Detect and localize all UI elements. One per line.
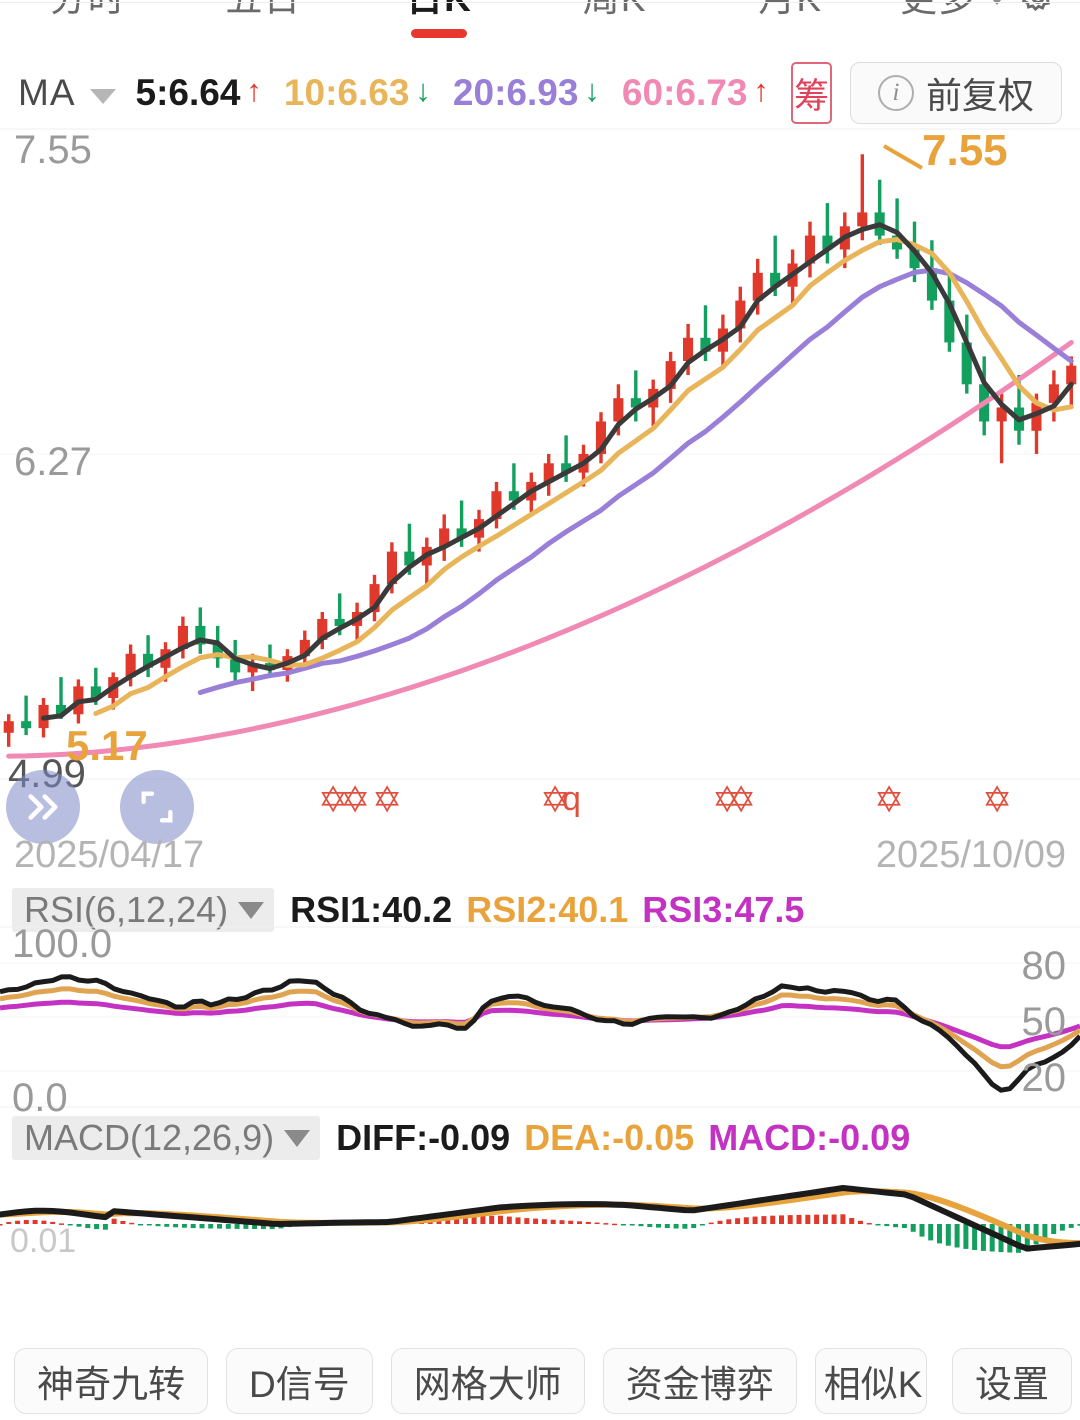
ma-indicator-row: MA 5:6.64 ↑ 10:6.63 ↓ 20:6.93 ↓ 60:6.73 … bbox=[0, 58, 1080, 128]
tab-weekly-k[interactable]: 周K bbox=[527, 0, 703, 40]
tab-label: 月K bbox=[758, 0, 822, 19]
active-tab-underline bbox=[411, 29, 468, 38]
signal-star-icon[interactable]: ✡ bbox=[726, 779, 757, 820]
tool-button-capital-game[interactable]: 资金博弈 bbox=[602, 1348, 797, 1414]
macd-svg bbox=[0, 1185, 1080, 1253]
rsi-svg bbox=[0, 926, 1080, 1108]
ma20-line bbox=[197, 267, 1074, 695]
signal-star-q-label: q bbox=[562, 780, 581, 818]
rsi-axis-top: 100.0 bbox=[12, 922, 113, 966]
tab-monthly-k[interactable]: 月K bbox=[702, 0, 878, 40]
signal-star-icon[interactable]: ✡ bbox=[982, 779, 1013, 820]
date-axis-row: 2025/04/17 2025/10/09 bbox=[0, 834, 1080, 882]
date-axis-start: 2025/04/17 bbox=[14, 834, 205, 876]
rsi-axis-bottom: 0.0 bbox=[12, 1076, 68, 1120]
ma5-arrow-icon: ↑ bbox=[246, 73, 262, 108]
macd-diff-line bbox=[0, 1185, 1080, 1252]
expand-left-button[interactable] bbox=[6, 770, 80, 844]
date-axis-end: 2025/10/09 bbox=[875, 834, 1066, 876]
bottom-toolbar: 神奇九转 D信号 网格大师 资金博弈 相似K 设置 bbox=[0, 1342, 1080, 1420]
tabbar-divider bbox=[0, 2, 1080, 3]
chevron-down-icon bbox=[284, 1129, 311, 1147]
info-icon: i bbox=[877, 75, 914, 111]
signal-star-icon[interactable]: ✡ bbox=[712, 779, 743, 820]
period-tab-bar: 分时 五日 日K 周K 月K 更多 bbox=[0, 0, 1080, 40]
fullscreen-icon bbox=[141, 791, 173, 823]
ma10-arrow-icon: ↓ bbox=[415, 73, 431, 108]
fullscreen-button[interactable] bbox=[120, 770, 194, 844]
high-annotation-leader bbox=[882, 144, 924, 170]
macd-dea-value: DEA:-0.05 bbox=[524, 1117, 695, 1158]
macd-diff-value: DIFF:-0.09 bbox=[336, 1117, 511, 1158]
chip-distribution-button[interactable]: 筹 bbox=[790, 62, 832, 124]
rsi-chart[interactable] bbox=[0, 926, 1080, 1108]
ma5-line bbox=[41, 222, 1074, 721]
macd-macd-value: MACD:-0.09 bbox=[708, 1117, 911, 1158]
adjust-mode-label: 前复权 bbox=[925, 75, 1034, 116]
signal-star-icon[interactable]: ✡ bbox=[874, 779, 905, 820]
tab-more[interactable]: 更多 bbox=[878, 0, 1080, 40]
rsi-indicator-selector[interactable]: RSI(6,12,24) bbox=[12, 888, 275, 932]
macd-selector-label: MACD(12,26,9) bbox=[24, 1117, 275, 1158]
rsi-tick-50: 50 bbox=[1021, 1000, 1067, 1044]
ma-label: MA bbox=[18, 72, 76, 113]
tab-label: 日K bbox=[406, 0, 472, 19]
ma60-line bbox=[6, 340, 1074, 759]
rsi3-line bbox=[0, 999, 1080, 1050]
rsi3-value: RSI3:47.5 bbox=[642, 889, 805, 930]
ma20-arrow-icon: ↓ bbox=[584, 73, 600, 108]
rsi-tick-20: 20 bbox=[1021, 1056, 1067, 1100]
tool-button-grid-master[interactable]: 网格大师 bbox=[390, 1348, 585, 1414]
tool-button-settings[interactable]: 设置 bbox=[952, 1348, 1072, 1414]
tab-minute[interactable]: 分时 bbox=[0, 0, 176, 40]
ma60-arrow-icon: ↑ bbox=[753, 73, 769, 108]
tab-daily-k[interactable]: 日K bbox=[351, 0, 527, 40]
price-axis-mid: 6.27 bbox=[14, 440, 92, 484]
signal-star-icon[interactable]: ✡ bbox=[340, 779, 371, 820]
tab-label: 更多 bbox=[900, 0, 976, 22]
signal-star-icon[interactable]: ✡ bbox=[318, 779, 349, 820]
ma20-value: 20:6.93 bbox=[452, 72, 579, 113]
tab-label: 五日 bbox=[225, 0, 301, 19]
rsi-tick-80: 80 bbox=[1021, 944, 1067, 988]
rsi-header: RSI(6,12,24) RSI1:40.2 RSI2:40.1 RSI3:47… bbox=[0, 886, 1080, 934]
rsi2-value: RSI2:40.1 bbox=[466, 889, 629, 930]
adjust-mode-button[interactable]: i 前复权 bbox=[850, 62, 1062, 124]
macd-indicator-selector[interactable]: MACD(12,26,9) bbox=[12, 1116, 321, 1160]
candlestick-chart[interactable] bbox=[0, 128, 1080, 780]
tool-button-similar-k[interactable]: 相似K bbox=[814, 1348, 927, 1414]
rsi1-value: RSI1:40.2 bbox=[290, 889, 453, 930]
rsi-selector-label: RSI(6,12,24) bbox=[24, 889, 229, 930]
signal-star-markers: ✡ ✡ ✡ ✡ ✡ ✡ ✡ ✡ q bbox=[0, 778, 1080, 826]
ma10-value: 10:6.63 bbox=[283, 72, 410, 113]
macd-histogram bbox=[0, 1214, 1080, 1253]
rsi1-line bbox=[0, 974, 1080, 1093]
macd-zero-label: 0.01 bbox=[10, 1222, 77, 1260]
macd-header: MACD(12,26,9) DIFF:-0.09 DEA:-0.05 MACD:… bbox=[0, 1114, 1080, 1162]
tab-five-day[interactable]: 五日 bbox=[176, 0, 352, 40]
ma5-value: 5:6.64 bbox=[135, 72, 241, 113]
signal-star-icon[interactable]: ✡ bbox=[540, 779, 571, 820]
ma60-value: 60:6.73 bbox=[621, 72, 748, 113]
ma-dropdown-caret-icon[interactable] bbox=[89, 88, 116, 104]
high-annotation-label: 7.55 bbox=[922, 126, 1008, 175]
price-axis-high: 7.55 bbox=[14, 128, 92, 172]
rsi-values: RSI1:40.2 RSI2:40.1 RSI3:47.5 bbox=[290, 889, 804, 931]
tab-label: 周K bbox=[583, 0, 647, 19]
tab-label: 分时 bbox=[50, 0, 126, 19]
double-chevron-right-icon bbox=[28, 794, 58, 820]
tool-button-d-signal[interactable]: D信号 bbox=[226, 1348, 373, 1414]
tool-button-magic-nine[interactable]: 神奇九转 bbox=[14, 1348, 208, 1414]
macd-values: DIFF:-0.09 DEA:-0.05 MACD:-0.09 bbox=[336, 1117, 910, 1159]
macd-chart[interactable] bbox=[0, 1158, 1080, 1354]
low-annotation-label: 5.17 bbox=[66, 722, 148, 769]
candlestick-svg bbox=[0, 128, 1080, 780]
chevron-down-icon bbox=[238, 901, 265, 919]
signal-star-icon[interactable]: ✡ bbox=[372, 779, 403, 820]
